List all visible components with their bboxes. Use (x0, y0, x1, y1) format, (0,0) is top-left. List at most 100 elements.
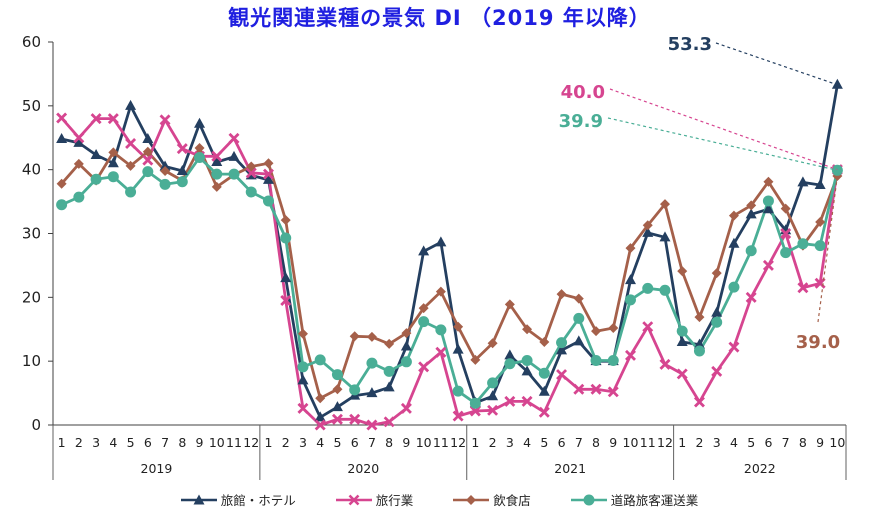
y-tick-label: 20 (22, 288, 41, 306)
data-point (228, 168, 240, 180)
data-point (331, 401, 343, 412)
data-point (211, 156, 223, 167)
data-point (176, 176, 188, 188)
x-tick-label: 4 (523, 435, 531, 450)
data-point (711, 365, 723, 377)
data-point (745, 291, 757, 303)
data-point (693, 345, 705, 357)
data-point (211, 150, 223, 162)
data-point (349, 384, 361, 396)
x-tick-label: 2 (75, 435, 83, 450)
x-tick-label: 6 (558, 435, 566, 450)
x-tick-label: 6 (144, 435, 152, 450)
annotation-leader-line (607, 117, 838, 171)
data-point (746, 200, 757, 211)
data-point (211, 168, 223, 180)
x-tick-label: 12 (450, 435, 466, 450)
data-point (676, 325, 688, 337)
x-tick-label: 9 (196, 435, 204, 450)
data-point (711, 268, 722, 279)
data-point (487, 338, 498, 349)
data-point (56, 178, 67, 189)
data-point (435, 346, 447, 358)
legend-item-road-passenger: 道路旅客運送業 (570, 490, 699, 509)
triangle-marker-icon (180, 494, 217, 504)
x-tick-label: 11 (226, 435, 242, 450)
data-point (400, 402, 412, 414)
data-point (608, 322, 619, 333)
data-point (642, 321, 654, 333)
data-point (556, 344, 568, 355)
data-point (470, 354, 481, 365)
x-tick-label: 6 (351, 435, 359, 450)
series-line-3 (61, 156, 839, 405)
data-point (573, 293, 584, 304)
x-tick-label: 11 (640, 435, 656, 450)
data-point (814, 178, 826, 189)
data-point (693, 338, 705, 349)
data-point (831, 78, 843, 89)
data-point (504, 358, 516, 370)
data-point (73, 136, 85, 147)
data-point (366, 387, 378, 398)
data-point (262, 173, 274, 184)
data-point (521, 395, 533, 407)
data-point (469, 405, 481, 417)
data-point (297, 328, 308, 339)
data-point (693, 396, 705, 408)
data-point (453, 321, 464, 332)
x-tick-label: 3 (299, 435, 307, 450)
data-point (625, 294, 637, 306)
x-tick-label: 4 (316, 435, 324, 450)
year-label: 2020 (347, 461, 379, 476)
data-point (625, 243, 636, 254)
data-point (435, 324, 447, 336)
x-tick-label: 5 (127, 435, 135, 450)
data-point (556, 337, 568, 349)
x-tick-label: 10 (416, 435, 432, 450)
x-tick-label: 3 (713, 435, 721, 450)
legend-label: 道路旅客運送業 (610, 493, 699, 508)
x-tick-label: 1 (471, 435, 479, 450)
data-point (176, 164, 188, 175)
x-tick-label: 1 (678, 435, 686, 450)
legend-label: 旅館・ホテル (220, 493, 296, 508)
series-line-2 (60, 146, 839, 400)
x-tick-label: 5 (540, 435, 548, 450)
data-point (176, 143, 188, 155)
data-point (469, 397, 481, 409)
data-point (366, 357, 378, 369)
data-point (659, 284, 671, 296)
data-point (625, 349, 637, 361)
data-point (125, 160, 136, 171)
data-point (159, 178, 171, 190)
data-point (452, 343, 464, 354)
data-point (297, 361, 309, 373)
annotation-leader-line (715, 42, 838, 86)
data-point (487, 377, 499, 389)
x-tick-label: 2 (489, 435, 497, 450)
data-point (383, 365, 395, 377)
data-point (762, 195, 774, 207)
x-tick-label: 11 (433, 435, 449, 450)
data-point (452, 385, 464, 397)
data-point (815, 217, 826, 228)
annotation-label: 39.9 (559, 111, 603, 132)
annotation-label: 53.3 (668, 34, 712, 55)
data-point (435, 236, 447, 247)
data-point (763, 176, 774, 187)
y-tick-label: 60 (22, 33, 41, 51)
data-point (245, 167, 257, 179)
data-point (142, 166, 154, 178)
legend-item-hotel: 旅館・ホテル (180, 490, 296, 509)
annotation-label: 39.0 (796, 332, 840, 353)
data-point (349, 331, 360, 342)
data-point (401, 328, 412, 339)
data-point (487, 404, 499, 416)
data-point (418, 361, 430, 373)
data-point (262, 195, 274, 207)
data-point (728, 237, 740, 248)
data-point (452, 410, 464, 422)
data-point (125, 138, 137, 149)
data-point (142, 146, 153, 157)
